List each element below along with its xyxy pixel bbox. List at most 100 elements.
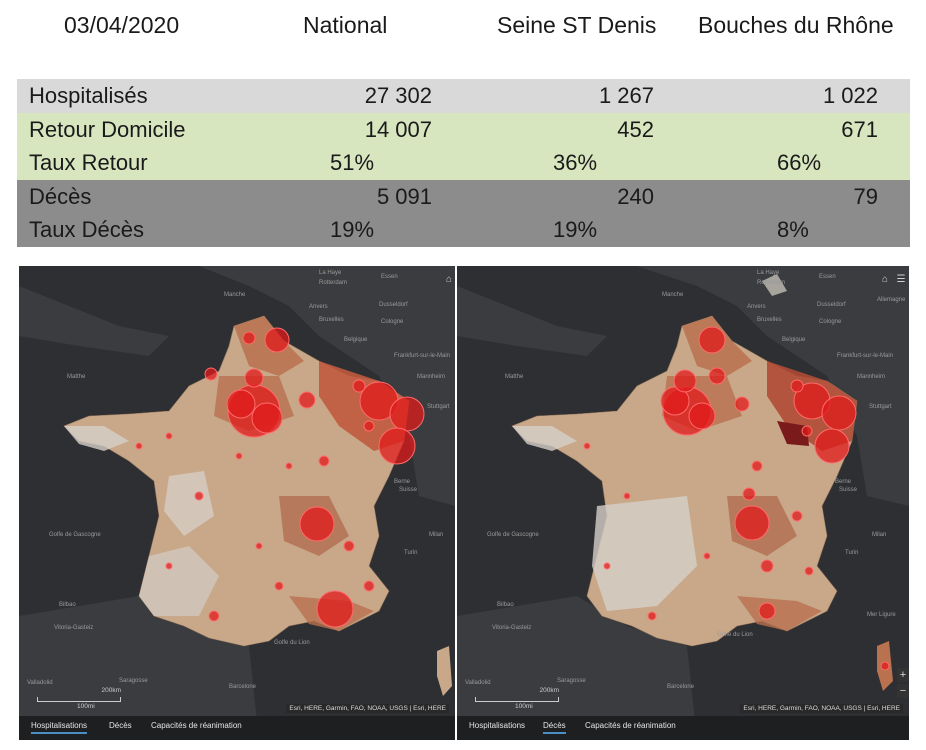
place-label: Bruxelles	[319, 317, 344, 323]
scale-mi: 100mi	[77, 703, 95, 710]
place-label: Rotterdam	[757, 280, 785, 286]
place-label: Vitoria-Gasteiz	[54, 625, 93, 631]
cell-bouches-du-rhone: 671	[841, 116, 878, 142]
place-label: Milan	[429, 532, 443, 538]
place-label: Turin	[404, 550, 417, 556]
map-attribution: Esri, HERE, Garmin, FAO, NOAA, USGS | Es…	[740, 704, 903, 713]
row-label: Taux Décès	[29, 217, 144, 242]
map-tabs: Hospitalisations Décès Capacités de réan…	[19, 716, 455, 740]
place-label: Turin	[845, 550, 858, 556]
place-label: La Haye	[319, 270, 342, 276]
map-scale: 200km 100mi	[475, 687, 559, 710]
report-date: 03/04/2020	[64, 12, 180, 38]
place-label: Manche	[662, 292, 684, 298]
place-label: Matthe	[505, 374, 524, 380]
table-row-taux-retour: Taux Retour 51% 36% 66%	[17, 146, 910, 180]
cell-bouches-du-rhone: 66%	[777, 150, 822, 175]
scale-km: 200km	[539, 687, 559, 694]
zoom-out-icon[interactable]: −	[897, 684, 909, 698]
map-attribution: Esri, HERE, Garmin, FAO, NOAA, USGS | Es…	[286, 704, 449, 713]
place-label: Mer Ligure	[867, 612, 896, 618]
place-label: Essen	[381, 274, 398, 280]
place-label: Stuttgart	[427, 404, 450, 410]
cell-seine-st-denis: 452	[617, 116, 654, 142]
place-label: Suisse	[399, 487, 418, 493]
tab-deces[interactable]: Décès	[109, 721, 132, 730]
zoom-in-icon[interactable]: +	[897, 668, 909, 682]
place-label: Frankfurt-sur-le-Main	[837, 353, 893, 359]
cell-national: 27 302	[364, 83, 432, 108]
cell-national: 14 007	[364, 116, 432, 142]
place-label: Saragosse	[119, 678, 148, 684]
tab-deces[interactable]: Décès	[543, 721, 566, 734]
place-label: Allemagne	[877, 297, 906, 303]
cell-seine-st-denis: 19%	[553, 217, 598, 242]
cell-bouches-du-rhone: 8%	[777, 217, 809, 242]
tab-hospitalisations[interactable]: Hospitalisations	[469, 721, 526, 730]
row-label: Taux Retour	[29, 150, 148, 175]
place-label: Manche	[224, 292, 246, 298]
place-label: Vitoria-Gasteiz	[492, 625, 531, 631]
place-label: Dusseldorf	[817, 302, 846, 308]
place-label: Barcelone	[229, 684, 257, 690]
place-label: Bilbao	[497, 602, 514, 608]
place-label: Anvers	[747, 304, 766, 310]
table-row-hospitalises: Hospitalisés 27 302 1 267 1 022	[17, 79, 910, 113]
cell-national: 51%	[330, 150, 375, 175]
place-label: Cologne	[819, 319, 842, 325]
tab-capacites-reanimation[interactable]: Capacités de réanimation	[151, 721, 242, 730]
map-deces[interactable]: Matthe Manche Bruxelles Belgique Essen D…	[457, 266, 909, 740]
scale-km: 200km	[101, 687, 121, 694]
home-icon[interactable]: ⌂	[445, 274, 453, 285]
cell-national: 5 091	[376, 183, 432, 209]
stats-table: Hospitalisés 27 302 1 267 1 022 Retour D…	[17, 79, 910, 247]
place-label: Barcelone	[667, 684, 695, 690]
place-label: Suisse	[839, 487, 858, 493]
place-label: Belgique	[782, 337, 806, 343]
place-label: Bilbao	[59, 602, 76, 608]
table-row-deces: Décès 5 091 240 79	[17, 179, 910, 213]
cell-national: 19%	[330, 217, 375, 242]
place-label: Berne	[394, 479, 411, 485]
place-label: Bruxelles	[757, 317, 782, 323]
cell-seine-st-denis: 240	[617, 183, 654, 209]
scale-mi: 100mi	[515, 703, 533, 710]
map-scale: 200km 100mi	[37, 687, 121, 710]
place-label: Golfe du Lion	[274, 640, 310, 646]
place-label: Stuttgart	[869, 404, 892, 410]
table-row-taux-deces: Taux Décès 19% 19% 8%	[17, 213, 910, 247]
column-header-national: National	[303, 12, 388, 38]
column-header-seine-st-denis: Seine ST Denis	[497, 12, 657, 38]
place-label: Saragosse	[557, 678, 586, 684]
place-label: Golfe de Gascogne	[49, 532, 101, 538]
place-label: Mannheim	[857, 374, 885, 380]
place-label: Belgique	[344, 337, 368, 343]
place-label: Frankfurt-sur-le-Main	[394, 353, 450, 359]
place-label: La Haye	[757, 270, 780, 276]
row-label: Décès	[29, 183, 92, 209]
map-hospitalisations[interactable]: Matthe Manche Bruxelles Belgique Essen D…	[19, 266, 455, 740]
place-label: Rotterdam	[319, 280, 347, 286]
place-label: Mannheim	[417, 374, 445, 380]
place-label: Dusseldorf	[379, 302, 408, 308]
place-label: Golfe de Gascogne	[487, 532, 539, 538]
cell-bouches-du-rhone: 1 022	[822, 83, 878, 108]
tab-capacites-reanimation[interactable]: Capacités de réanimation	[585, 721, 676, 730]
place-label: Anvers	[309, 304, 328, 310]
place-label: Essen	[819, 274, 836, 280]
place-label: Berne	[835, 479, 852, 485]
place-label: Cologne	[381, 319, 404, 325]
place-label: Golfe du Lion	[717, 632, 753, 638]
row-label: Retour Domicile	[29, 116, 186, 142]
cell-bouches-du-rhone: 79	[853, 183, 878, 209]
map-canvas[interactable]: Matthe Manche Bruxelles Belgique Essen D…	[19, 266, 455, 740]
cell-seine-st-denis: 1 267	[598, 83, 654, 108]
cell-seine-st-denis: 36%	[553, 150, 598, 175]
row-label: Hospitalisés	[29, 83, 148, 108]
home-icon[interactable]: ⌂	[881, 274, 889, 285]
tab-hospitalisations[interactable]: Hospitalisations	[31, 721, 88, 734]
place-label: Milan	[872, 532, 886, 538]
map-canvas[interactable]: Matthe Manche Bruxelles Belgique Essen D…	[457, 266, 909, 740]
place-label: Matthe	[67, 374, 86, 380]
list-icon[interactable]: ☰	[896, 274, 906, 285]
